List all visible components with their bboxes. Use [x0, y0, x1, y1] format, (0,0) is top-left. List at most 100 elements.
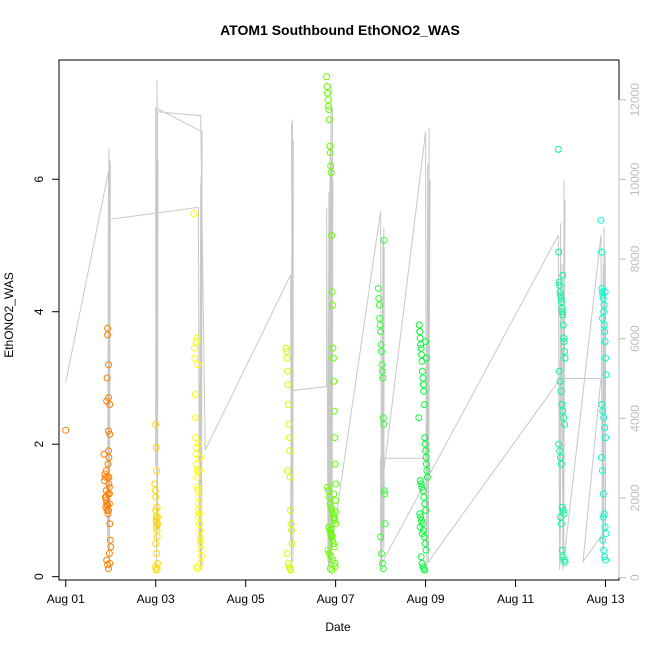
scatter-points — [62, 73, 610, 574]
x-tick-label-3: Aug 07 — [317, 592, 355, 606]
data-point-7-10 — [559, 311, 567, 319]
data-point-4-18 — [331, 434, 339, 442]
data-point-7-31 — [557, 520, 565, 528]
data-point-1-7 — [153, 523, 161, 531]
data-point-2-8 — [193, 460, 201, 468]
data-point-2-13 — [194, 493, 202, 501]
data-point-0-40 — [104, 501, 112, 509]
data-point-4-25 — [327, 503, 335, 511]
data-point-1-14 — [153, 467, 161, 475]
data-point-0-26 — [105, 500, 113, 508]
data-point-4-4 — [324, 102, 332, 110]
y-tick-label-3: 6 — [32, 176, 46, 183]
data-point-7-4 — [556, 288, 564, 296]
data-point-2-23 — [198, 553, 206, 561]
data-point-0-31 — [107, 543, 115, 551]
data-point-7-3 — [556, 281, 564, 289]
data-point-3-14 — [283, 550, 291, 557]
data-point-7-19 — [558, 401, 566, 408]
data-point-8-6 — [600, 308, 608, 316]
data-point-5-16 — [377, 533, 385, 541]
data-point-2-16 — [195, 510, 203, 518]
data-point-0-22 — [105, 454, 113, 461]
data-point-2-10 — [193, 473, 201, 481]
data-point-0-24 — [105, 483, 113, 491]
data-point-5-18 — [378, 559, 386, 567]
data-point-7-32 — [558, 546, 566, 554]
y2-tick-label-3: 6000 — [628, 325, 642, 352]
secondary-series-line — [65, 79, 606, 570]
data-point-5-3 — [376, 314, 384, 322]
data-point-6-27 — [416, 510, 424, 518]
data-point-2-18 — [196, 526, 204, 534]
data-point-7-6 — [557, 295, 565, 302]
data-point-4-45 — [328, 566, 336, 574]
data-point-7-23 — [555, 440, 563, 448]
data-point-4-39 — [325, 550, 333, 557]
y2-tick-label-5: 10000 — [628, 162, 642, 196]
data-point-5-12 — [380, 420, 388, 428]
data-point-3-9 — [286, 473, 294, 481]
data-point-5-11 — [379, 414, 387, 422]
x-tick-label-1: Aug 03 — [137, 592, 175, 606]
data-point-1-1 — [151, 487, 159, 495]
data-point-0-20 — [105, 427, 112, 435]
data-point-3-6 — [285, 420, 293, 428]
data-point-2-14 — [194, 500, 202, 508]
data-point-8-24 — [600, 546, 608, 554]
y-tick-label-0: 0 — [32, 573, 46, 580]
data-point-2-0 — [190, 210, 198, 218]
axes: Aug 01 Aug 03 Aug 05 Aug 07 Aug 09 Aug 11 Aug … — [32, 59, 642, 606]
data-point-6-15 — [422, 447, 430, 455]
data-point-8-28 — [600, 301, 608, 309]
data-point-6-12 — [420, 401, 428, 408]
data-point-4-17 — [330, 407, 338, 415]
data-point-8-25 — [601, 553, 609, 561]
data-point-4-40 — [327, 553, 335, 561]
x-tick-label-4: Aug 09 — [407, 592, 445, 606]
secondary-series — [65, 79, 606, 570]
data-point-5-6 — [377, 341, 385, 349]
data-point-1-19 — [152, 566, 160, 574]
data-point-3-5 — [284, 401, 292, 408]
y2-tick-label-6: 12000 — [628, 83, 642, 117]
data-point-8-5 — [599, 295, 607, 302]
data-point-2-29 — [197, 559, 205, 567]
data-point-4-24 — [326, 500, 334, 508]
data-point-3-19 — [284, 467, 291, 475]
data-point-7-24 — [556, 447, 564, 455]
data-point-7-18 — [557, 387, 565, 395]
data-point-2-9 — [193, 467, 201, 475]
data-point-0-39 — [102, 493, 110, 501]
x-tick-label-2: Aug 05 — [227, 592, 265, 606]
data-point-5-2 — [375, 301, 383, 309]
data-point-7-13 — [560, 338, 568, 345]
data-point-6-0 — [415, 414, 423, 422]
data-point-8-3 — [598, 288, 606, 296]
data-point-8-30 — [599, 513, 607, 521]
data-point-5-20 — [380, 236, 388, 244]
data-point-4-47 — [332, 497, 340, 504]
data-point-6-29 — [418, 516, 425, 524]
data-point-7-15 — [561, 354, 569, 362]
data-point-8-13 — [599, 407, 607, 415]
data-point-4-31 — [325, 523, 333, 531]
data-point-8-21 — [601, 523, 609, 531]
data-point-7-11 — [559, 321, 567, 329]
data-point-7-26 — [557, 460, 565, 468]
data-point-7-25 — [557, 454, 564, 461]
data-point-4-11 — [328, 232, 336, 239]
data-point-4-46 — [330, 490, 338, 498]
data-point-4-26 — [328, 506, 336, 514]
data-point-6-6 — [418, 351, 425, 359]
data-point-1-20 — [153, 565, 161, 573]
data-point-6-35 — [417, 553, 425, 561]
data-point-0-38 — [105, 480, 113, 488]
data-point-6-28 — [417, 513, 425, 521]
data-point-1-5 — [152, 516, 160, 524]
data-point-2-28 — [196, 454, 204, 461]
data-point-2-4 — [191, 414, 199, 422]
data-point-7-14 — [561, 348, 569, 355]
data-point-6-20 — [416, 477, 424, 485]
